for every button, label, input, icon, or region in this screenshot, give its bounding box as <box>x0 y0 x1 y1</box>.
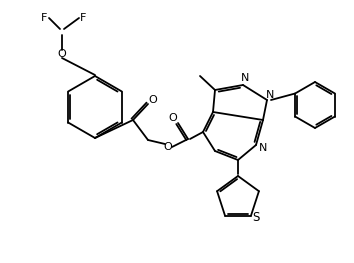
Text: O: O <box>164 142 172 152</box>
Text: N: N <box>241 73 249 83</box>
Text: O: O <box>169 113 177 123</box>
Text: F: F <box>80 13 86 23</box>
Text: O: O <box>149 95 158 105</box>
Text: S: S <box>252 211 259 224</box>
Text: N: N <box>259 143 267 153</box>
Text: F: F <box>41 13 47 23</box>
Text: N: N <box>266 90 274 100</box>
Text: O: O <box>58 49 67 59</box>
